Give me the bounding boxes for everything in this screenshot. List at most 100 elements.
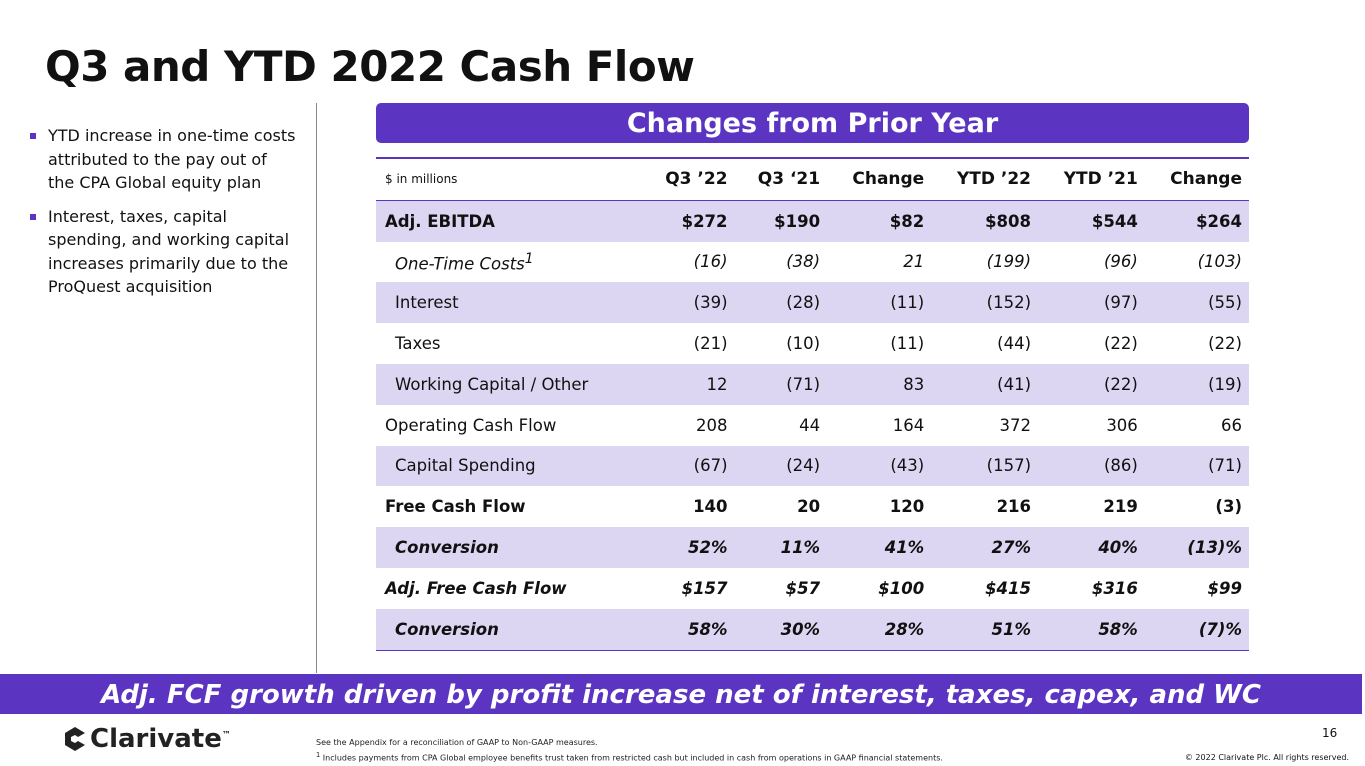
row-label: Conversion — [376, 608, 642, 651]
title: Q3 and YTD 2022 Cash Flow — [45, 42, 695, 91]
row-label: Taxes — [395, 334, 441, 354]
cell: 219 — [1103, 497, 1138, 517]
cell: 66 — [1221, 415, 1242, 435]
cell: 21 — [903, 252, 925, 272]
cell: 58% — [641, 608, 735, 651]
footnote-text: Includes payments from CPA Global employ… — [322, 753, 943, 763]
row-label: Adj. Free Cash Flow — [385, 578, 567, 598]
cell: 30% — [734, 608, 828, 651]
cell: 28% — [827, 608, 932, 651]
table-row: Adj. Free Cash Flow $157 $57 $100 $415 $316 $9… — [376, 568, 1249, 609]
cell: (21) — [693, 334, 728, 354]
cell: (7)% — [1144, 608, 1249, 651]
copyright: © 2022 Clarivate Plc. All rights reserve… — [1184, 753, 1349, 762]
cell: $808 — [931, 200, 1039, 242]
bullet: Interest, taxes, capital spending, and w… — [28, 205, 298, 299]
cell: $99 — [1207, 578, 1242, 598]
cell: (199) — [986, 252, 1032, 272]
cell: (103) — [1197, 252, 1242, 272]
cell: 120 — [889, 497, 925, 517]
cell: 12 — [641, 363, 735, 405]
cash-flow-table: $ in millions Q3 ’22 Q3 ‘21 Change YTD ’22 YT… — [376, 156, 1249, 651]
cell: $272 — [641, 200, 735, 242]
row-label: Working Capital / Other — [376, 363, 642, 405]
logo-icon — [65, 727, 85, 751]
cell: $100 — [878, 578, 925, 598]
cell: (71) — [734, 363, 828, 405]
column-header: Change — [1144, 156, 1249, 201]
cell: (71) — [1144, 445, 1249, 487]
cell: 83 — [827, 363, 932, 405]
row-label: Conversion — [376, 527, 642, 568]
column-header: YTD ’22 — [931, 156, 1039, 201]
cell: (86) — [1038, 445, 1145, 487]
cell: 208 — [696, 415, 728, 435]
cell: 40% — [1038, 527, 1145, 568]
cell: 11% — [734, 527, 828, 568]
cell: (16) — [693, 252, 728, 272]
cell: $57 — [785, 578, 821, 598]
cell: (19) — [1144, 363, 1249, 405]
table-row: One-Time Costs1 (16) (38) 21 (199) (96) (103) — [376, 242, 1249, 283]
cell: (39) — [641, 282, 735, 324]
row-label: Interest — [376, 282, 642, 324]
cell: 58% — [1038, 608, 1145, 651]
cell: (11) — [827, 282, 932, 324]
bullet-list: YTD increase in one-time costs attribute… — [28, 124, 298, 309]
table-row: Adj. EBITDA $272 $190 $82 $808 $544 $264 — [376, 200, 1249, 242]
cell: (11) — [890, 334, 925, 354]
table-row: Operating Cash Flow 208 44 164 372 306 66 — [376, 405, 1249, 446]
footnote: See the Appendix for a reconciliation of… — [316, 738, 598, 747]
logo-text: Clarivate — [90, 724, 222, 754]
table-row: Free Cash Flow 140 20 120 216 219 (3) — [376, 486, 1249, 527]
cell: (22) — [1103, 334, 1138, 354]
cell: (22) — [1208, 334, 1242, 354]
footnote: 1 Includes payments from CPA Global empl… — [316, 751, 943, 763]
cell: 216 — [996, 497, 1032, 517]
table-row: Taxes (21) (10) (11) (44) (22) (22) — [376, 323, 1249, 364]
footnote-mark: 1 — [524, 250, 534, 267]
cell: (152) — [931, 282, 1039, 324]
row-label: Free Cash Flow — [385, 497, 526, 517]
cell: (55) — [1144, 282, 1249, 324]
cell: $264 — [1144, 200, 1249, 242]
cell: 27% — [931, 527, 1039, 568]
cell: $415 — [985, 578, 1032, 598]
table-row: Capital Spending (67) (24) (43) (157) (86) (71… — [376, 445, 1249, 487]
cell: (28) — [734, 282, 828, 324]
row-label: Adj. EBITDA — [376, 200, 642, 242]
cell: 164 — [892, 415, 925, 435]
cell: (22) — [1038, 363, 1145, 405]
cell: (157) — [931, 445, 1039, 487]
cell: 44 — [799, 415, 821, 435]
callout: Adj. FCF growth driven by profit increas… — [0, 674, 1362, 714]
table-row: Working Capital / Other 12 (71) 83 (41) (22)(… — [376, 363, 1249, 405]
cell: (97) — [1038, 282, 1145, 324]
column-header: Change — [827, 156, 932, 201]
cell: 41% — [827, 527, 932, 568]
cell: 51% — [931, 608, 1039, 651]
cell: (96) — [1103, 252, 1138, 272]
cell: $157 — [681, 578, 728, 598]
table-row: Conversion 58% 30% 28% 51% 58% (7)% — [376, 608, 1249, 651]
cell: (38) — [786, 252, 821, 272]
cell: (24) — [734, 445, 828, 487]
cell: $82 — [827, 200, 932, 242]
row-label: Operating Cash Flow — [385, 415, 557, 435]
column-header: Q3 ’22 — [641, 156, 735, 201]
footnote-mark: 1 — [316, 751, 321, 759]
cell: 20 — [797, 497, 821, 517]
cell: (3) — [1215, 497, 1242, 517]
table-row: Conversion 52% 11% 41% 27% 40% (13)% — [376, 527, 1249, 568]
row-label: Capital Spending — [376, 445, 642, 487]
cell: 306 — [1106, 415, 1138, 435]
cell: 52% — [641, 527, 735, 568]
cell: (67) — [641, 445, 735, 487]
trademark: ™ — [221, 730, 231, 741]
column-header: Q3 ‘21 — [734, 156, 828, 201]
cell: $544 — [1038, 200, 1145, 242]
cell: (13)% — [1144, 527, 1249, 568]
header-row: $ in millions Q3 ’22 Q3 ‘21 Change YTD ’22 YT… — [376, 156, 1249, 201]
table-banner: Changes from Prior Year — [376, 103, 1249, 143]
